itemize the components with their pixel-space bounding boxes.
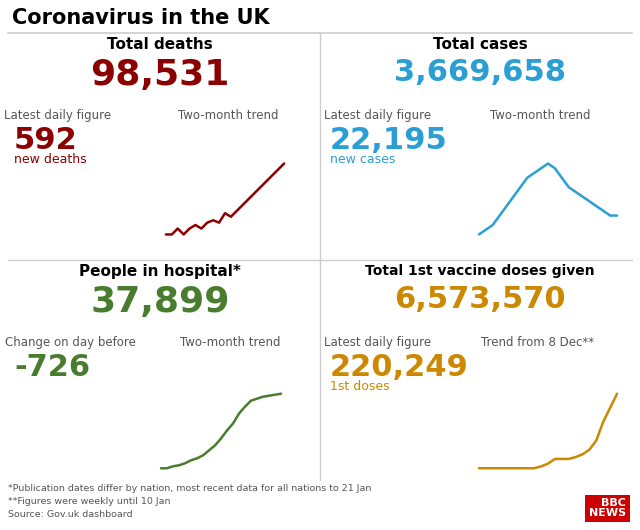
Text: Two-month trend: Two-month trend (180, 336, 280, 349)
Text: 220,249: 220,249 (330, 353, 469, 382)
Text: 98,531: 98,531 (90, 58, 230, 92)
Text: Source: Gov.uk dashboard: Source: Gov.uk dashboard (8, 510, 132, 519)
Text: 3,669,658: 3,669,658 (394, 58, 566, 87)
Text: 1st doses: 1st doses (330, 380, 390, 393)
Text: Coronavirus in the UK: Coronavirus in the UK (12, 8, 269, 28)
Text: Latest daily figure: Latest daily figure (4, 109, 111, 122)
Text: Total 1st vaccine doses given: Total 1st vaccine doses given (365, 264, 595, 278)
Text: Latest daily figure: Latest daily figure (324, 336, 431, 349)
Text: Change on day before: Change on day before (4, 336, 136, 349)
Text: new deaths: new deaths (14, 153, 86, 166)
Text: Total cases: Total cases (433, 37, 527, 52)
Text: Two-month trend: Two-month trend (490, 109, 590, 122)
Text: *Publication dates differ by nation, most recent data for all nations to 21 Jan: *Publication dates differ by nation, mos… (8, 484, 371, 493)
Text: 37,899: 37,899 (90, 285, 230, 319)
Text: new cases: new cases (330, 153, 396, 166)
Text: 6,573,570: 6,573,570 (394, 285, 566, 314)
Text: BBC
NEWS: BBC NEWS (589, 498, 626, 518)
Text: 22,195: 22,195 (330, 126, 448, 155)
Text: 592: 592 (14, 126, 77, 155)
Text: People in hospital*: People in hospital* (79, 264, 241, 279)
Text: Total deaths: Total deaths (107, 37, 213, 52)
Text: Trend from 8 Dec**: Trend from 8 Dec** (481, 336, 595, 349)
Text: **Figures were weekly until 10 Jan: **Figures were weekly until 10 Jan (8, 497, 170, 506)
Text: Latest daily figure: Latest daily figure (324, 109, 431, 122)
Text: -726: -726 (14, 353, 90, 382)
Text: Two-month trend: Two-month trend (178, 109, 278, 122)
